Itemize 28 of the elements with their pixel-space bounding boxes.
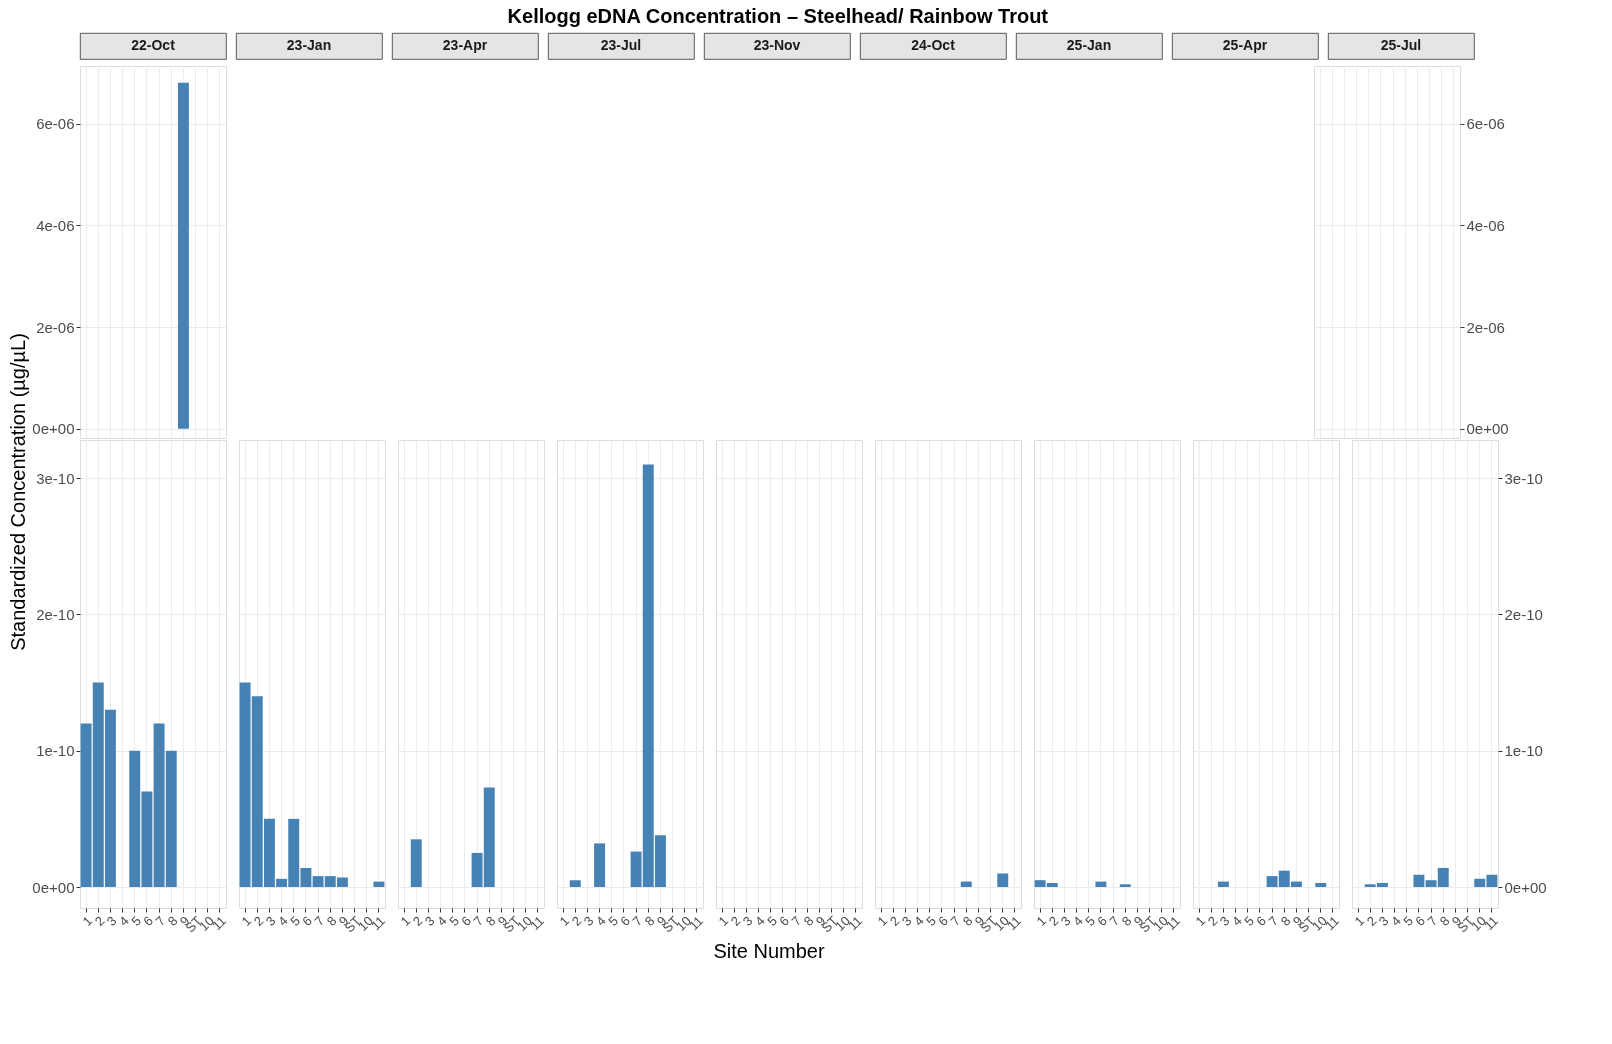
text: 23-Apr <box>442 37 488 53</box>
text: 23-Jan <box>286 37 332 53</box>
text: 25-Jan <box>1066 37 1112 53</box>
y-tick-label: 0e+00 <box>32 878 75 896</box>
y-tick-label: 1e-10 <box>36 742 75 760</box>
y-tick-label: 6e-06 <box>1466 115 1505 132</box>
x-axis-title: Site Number <box>713 940 825 962</box>
y-axis-title: Standardized Concentration (µg/µL) <box>7 333 29 651</box>
y-tick-label: 3e-10 <box>36 469 75 487</box>
chart-title: 22-Oct <box>131 37 176 53</box>
y-tick-label: 2e-10 <box>36 605 75 623</box>
text: 23-Nov <box>753 37 801 53</box>
y-tick-label: 4e-06 <box>36 216 75 234</box>
chart-title: 25-Jul <box>1380 37 1422 53</box>
y-tick-label: 3e-10 <box>1504 469 1543 487</box>
text: 23-Jul <box>600 37 642 53</box>
y-tick-label: 0e+00 <box>1504 878 1547 896</box>
y-tick-label: 6e-06 <box>36 115 75 132</box>
y-tick-label: 0e+00 <box>1466 420 1509 438</box>
y-tick-label: 4e-06 <box>1466 216 1505 234</box>
y-tick-label: 1e-10 <box>1504 742 1543 760</box>
y-tick-label: 2e-06 <box>36 318 75 336</box>
y-tick-label: 2e-06 <box>1466 318 1505 336</box>
text: Kellogg eDNA Concentration – Steelhead/ Rainbow Trout <box>507 4 1049 27</box>
y-tick-label: 2e-10 <box>1504 605 1543 623</box>
text: 24-Oct <box>911 37 956 53</box>
y-tick-label: 0e+00 <box>32 420 75 438</box>
text: 25-Apr <box>1222 37 1268 53</box>
